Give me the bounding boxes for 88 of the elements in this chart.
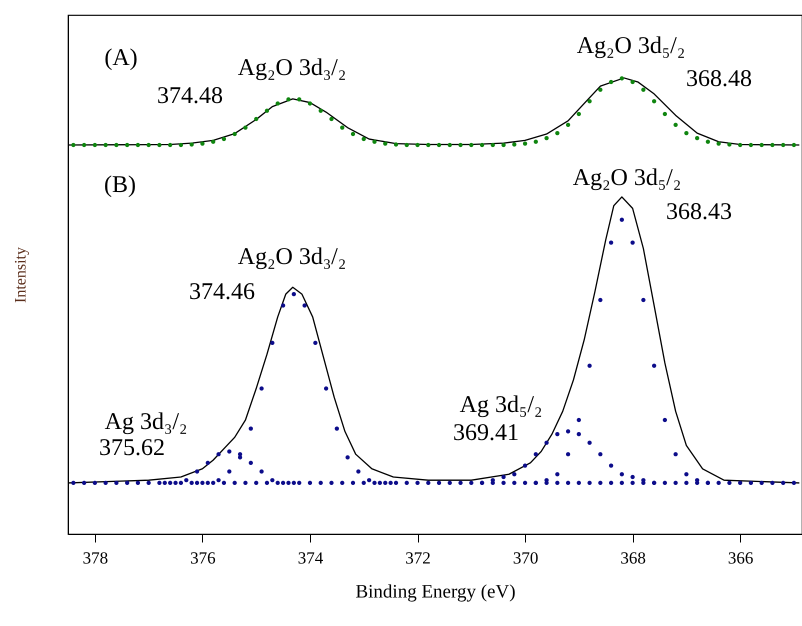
annotation: Ag 3d₃/₂ <box>104 409 188 435</box>
point <box>512 472 516 476</box>
point <box>194 469 200 474</box>
point <box>674 452 678 456</box>
point <box>630 474 635 480</box>
point <box>522 463 528 468</box>
point <box>652 364 656 368</box>
point <box>608 463 614 468</box>
point <box>324 386 328 391</box>
point <box>598 298 602 302</box>
point <box>259 469 264 474</box>
point <box>292 480 296 486</box>
point <box>566 429 570 434</box>
point <box>227 469 232 474</box>
point <box>544 440 549 445</box>
point <box>534 452 538 456</box>
point <box>238 455 242 460</box>
point <box>620 218 624 222</box>
point <box>662 418 667 422</box>
x-tick-label: 378 <box>82 548 108 568</box>
annotation: Ag₂O 3d₃/₂ <box>238 244 346 270</box>
annotation: Ag₂O 3d₃/₂ <box>238 55 346 81</box>
point <box>173 480 178 486</box>
annotation: 369.41 <box>453 420 519 446</box>
point <box>346 455 350 460</box>
point <box>216 452 221 456</box>
point <box>706 480 710 486</box>
x-tick-label: 370 <box>512 548 538 568</box>
point <box>501 474 506 480</box>
annotation: 374.48 <box>157 83 223 109</box>
point <box>576 418 581 422</box>
point <box>248 426 253 431</box>
point <box>388 480 393 486</box>
point <box>378 480 382 486</box>
point <box>206 480 210 486</box>
point <box>216 478 221 482</box>
point <box>302 303 307 308</box>
x-tick-label: 374 <box>298 548 324 568</box>
point <box>641 298 646 302</box>
point <box>270 478 274 482</box>
point <box>280 480 286 486</box>
point <box>356 469 360 474</box>
point <box>292 292 296 296</box>
text: Ag₂O 3d₅/₂ <box>576 33 686 59</box>
point <box>367 478 372 482</box>
point <box>280 303 286 308</box>
point <box>684 472 689 476</box>
point <box>259 386 264 391</box>
point <box>652 480 656 486</box>
annotation: 375.62 <box>99 435 165 461</box>
point <box>480 480 484 486</box>
point <box>608 240 614 245</box>
annotation: Ag 3d₅/₂ <box>460 392 542 418</box>
point <box>544 478 549 482</box>
annotation: Ag₂O 3d₅/₂ <box>572 165 682 191</box>
point <box>490 478 495 482</box>
x-axis-title: Binding Energy (eV) <box>355 582 516 602</box>
text: (A) <box>104 45 138 71</box>
point <box>695 478 700 482</box>
annotation: 368.43 <box>666 199 732 225</box>
point <box>248 460 253 465</box>
point <box>630 240 635 245</box>
annotation: 368.48 <box>686 66 752 92</box>
point <box>641 478 646 482</box>
point <box>184 478 188 482</box>
point <box>206 460 210 465</box>
point <box>555 432 560 436</box>
point <box>566 452 570 456</box>
x-tick-label: 376 <box>190 548 216 568</box>
point <box>162 480 167 486</box>
y-axis-title: Intensity <box>12 247 30 303</box>
point <box>534 480 538 486</box>
x-tick-label: 368 <box>620 548 646 568</box>
annotation: (B) <box>104 172 136 198</box>
x-tick-label: 372 <box>405 548 431 568</box>
point <box>620 472 624 476</box>
point <box>334 426 339 431</box>
point <box>227 449 232 454</box>
point <box>576 432 581 436</box>
point <box>313 340 318 346</box>
point <box>598 452 602 456</box>
point <box>194 480 200 486</box>
point <box>270 340 274 346</box>
point <box>555 472 560 476</box>
annotation: 374.46 <box>189 279 255 305</box>
point <box>587 364 592 368</box>
x-tick-label: 366 <box>728 548 754 568</box>
point <box>587 440 592 445</box>
